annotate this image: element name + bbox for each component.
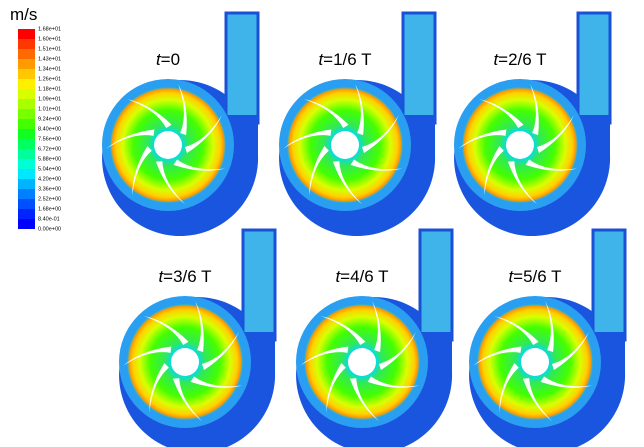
legend-swatch: [18, 109, 35, 119]
legend-label: 1.26e+01: [38, 76, 61, 82]
legend-swatch: [18, 209, 35, 219]
legend-label: 8.40e+00: [38, 126, 61, 132]
legend-label: 1.68e+00: [38, 206, 61, 212]
pump-contour: [296, 230, 452, 447]
time-label: t=2/6 T: [493, 50, 546, 69]
legend-swatch: [18, 149, 35, 159]
hub: [154, 131, 182, 159]
legend-label: 1.18e+01: [38, 86, 61, 92]
legend-label: 4.20e+00: [38, 176, 61, 182]
outlet-pipe: [578, 13, 610, 123]
legend-swatch: [18, 219, 35, 229]
time-value: =3/6 T: [163, 267, 211, 286]
pump-contour: [279, 13, 435, 236]
time-label: t=0: [156, 50, 180, 69]
legend-label: 1.60e+01: [38, 36, 61, 42]
outlet-pipe: [593, 230, 625, 340]
legend-swatch: [18, 159, 35, 169]
legend-swatch: [18, 199, 35, 209]
time-value: =0: [161, 50, 180, 69]
outlet-pipe: [243, 230, 275, 340]
legend-unit: m/s: [10, 5, 37, 24]
hub: [331, 131, 359, 159]
legend-swatch: [18, 69, 35, 79]
legend-label: 8.40e-01: [38, 216, 60, 222]
legend-label: 5.88e+00: [38, 156, 61, 162]
legend-label: 2.52e+00: [38, 196, 61, 202]
legend-label: 3.36e+00: [38, 186, 61, 192]
legend-label: 1.43e+01: [38, 56, 61, 62]
hub: [506, 131, 534, 159]
time-label: t=5/6 T: [508, 267, 561, 286]
pump-contour: [469, 230, 625, 447]
hub: [171, 348, 199, 376]
legend-swatch: [18, 99, 35, 109]
outlet-pipe: [403, 13, 435, 123]
legend-swatch: [18, 129, 35, 139]
legend-label: 1.34e+01: [38, 66, 61, 72]
legend-swatch: [18, 49, 35, 59]
time-value: =2/6 T: [498, 50, 546, 69]
legend-swatch: [18, 189, 35, 199]
legend-swatch: [18, 79, 35, 89]
legend-label: 5.04e+00: [38, 166, 61, 172]
legend-swatch: [18, 39, 35, 49]
time-value: =1/6 T: [323, 50, 371, 69]
legend-swatch: [18, 169, 35, 179]
time-value: =5/6 T: [513, 267, 561, 286]
legend-label: 1.01e+01: [38, 106, 61, 112]
time-label: t=4/6 T: [335, 267, 388, 286]
outlet-pipe: [420, 230, 452, 340]
legend-label: 6.72e+00: [38, 146, 61, 152]
legend-label: 1.09e+01: [38, 96, 61, 102]
pump-contour: [454, 13, 610, 236]
time-label: t=3/6 T: [158, 267, 211, 286]
figure: m/s 1.68e+01 1.60e+01 1.51e+01 1.43e+01 1.34…: [0, 0, 644, 447]
legend-label: 9.24e+00: [38, 116, 61, 122]
hub: [348, 348, 376, 376]
legend-swatch: [18, 59, 35, 69]
time-value: =4/6 T: [340, 267, 388, 286]
legend-swatch: [18, 29, 35, 39]
legend-label: 1.51e+01: [38, 46, 61, 52]
legend-label: 0.00e+00: [38, 226, 61, 232]
pump-contour: [119, 230, 275, 447]
legend-swatch: [18, 139, 35, 149]
legend-swatch: [18, 89, 35, 99]
legend-label: 7.56e+00: [38, 136, 61, 142]
hub: [521, 348, 549, 376]
outlet-pipe: [226, 13, 258, 123]
legend-label: 1.68e+01: [38, 26, 61, 32]
legend-swatch: [18, 179, 35, 189]
legend-swatch: [18, 119, 35, 129]
pump-contour: [102, 13, 258, 236]
time-label: t=1/6 T: [318, 50, 371, 69]
